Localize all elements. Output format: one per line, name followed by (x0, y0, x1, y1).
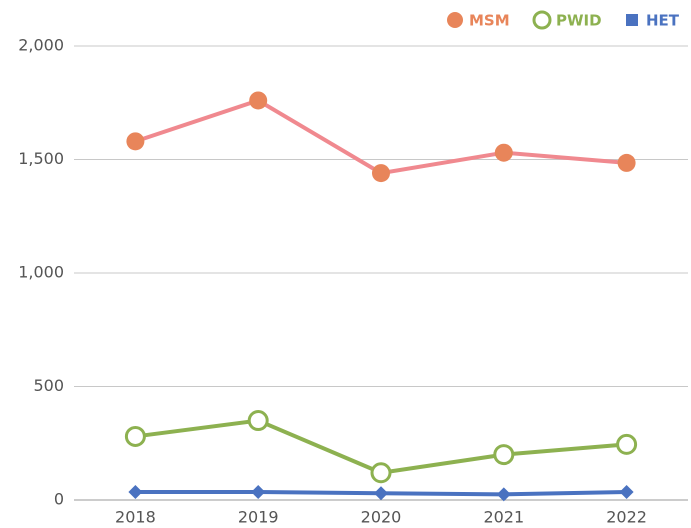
marker (494, 143, 513, 162)
y-tick-label: 500 (33, 376, 64, 395)
marker (126, 132, 145, 151)
marker (619, 485, 634, 500)
y-tick-label: 0 (54, 490, 64, 509)
marker (124, 425, 146, 447)
marker (616, 433, 638, 455)
x-tick-label: 2019 (238, 508, 279, 527)
x-tick-label: 2018 (115, 508, 156, 527)
y-tick-label: 1,500 (18, 149, 64, 168)
marker (247, 410, 269, 432)
marker (374, 486, 388, 501)
marker (617, 153, 636, 172)
x-tick-label: 2021 (483, 508, 524, 527)
marker (447, 12, 463, 28)
marker (626, 14, 638, 26)
marker (370, 462, 392, 484)
marker (249, 91, 268, 110)
y-tick-label: 2,000 (18, 36, 64, 55)
x-tick-label: 2022 (606, 508, 647, 527)
y-tick-label: 1,000 (18, 263, 64, 282)
marker (128, 485, 143, 500)
marker (496, 487, 511, 502)
marker (532, 10, 552, 30)
marker (372, 164, 390, 183)
x-tick-label: 2020 (361, 508, 402, 527)
legend-label: HET (646, 12, 680, 30)
legend-label: MSM (469, 12, 510, 30)
marker (493, 444, 515, 466)
series-line (134, 98, 627, 176)
legend-label: PWID (556, 12, 602, 30)
marker (251, 485, 266, 500)
